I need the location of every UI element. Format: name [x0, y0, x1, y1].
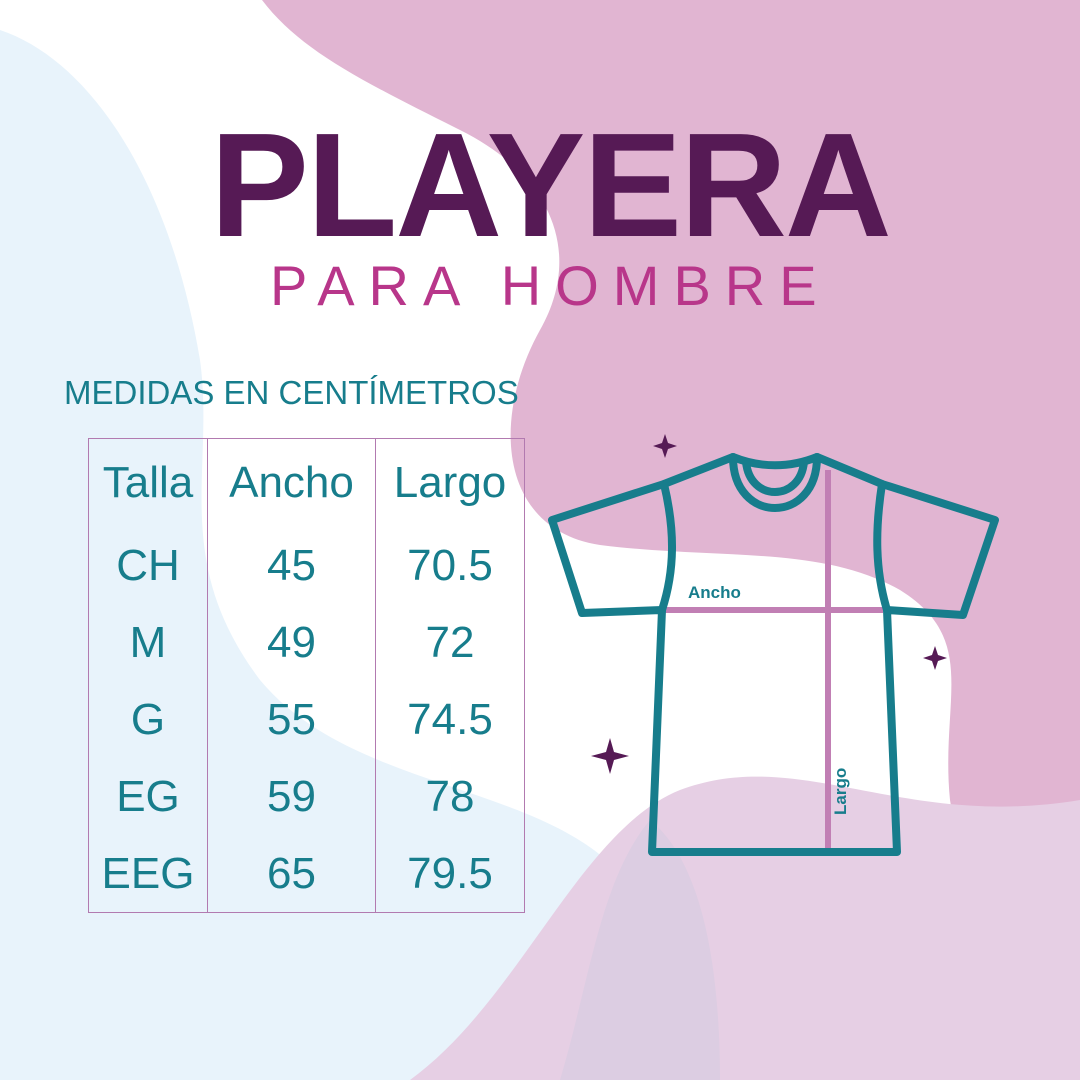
table-row: EEG 65 79.5 [88, 835, 525, 913]
length-label: Largo [831, 768, 850, 815]
cell-length: 70.5 [375, 527, 525, 604]
pink-blob [262, 0, 1080, 920]
cell-width: 65 [207, 835, 376, 913]
measures-label: MEDIDAS EN CENTÍMETROS [64, 374, 519, 411]
cell-size: CH [88, 527, 208, 604]
cell-width: 59 [207, 758, 376, 835]
tshirt-outline [548, 453, 999, 856]
cell-width: 55 [207, 681, 376, 758]
width-label: Ancho [688, 583, 741, 602]
table-row: CH 45 70.5 [88, 527, 525, 604]
cell-length: 74.5 [375, 681, 525, 758]
page-subtitle: PARA HOMBRE [270, 254, 831, 317]
table-header-row: Talla Ancho Largo [88, 438, 525, 527]
cell-width: 45 [207, 527, 376, 604]
cell-size: EG [88, 758, 208, 835]
cell-width: 49 [207, 604, 376, 681]
cell-length: 78 [375, 758, 525, 835]
cell-size: M [88, 604, 208, 681]
lavender-blob-overlap [560, 820, 720, 1080]
table-row: M 49 72 [88, 604, 525, 681]
header-talla: Talla [88, 438, 208, 527]
lavender-blob [410, 776, 1080, 1080]
size-table: Talla Ancho Largo CH 45 70.5 M 49 72 G 5… [88, 438, 525, 913]
table-row: G 55 74.5 [88, 681, 525, 758]
cell-length: 79.5 [375, 835, 525, 913]
header-ancho: Ancho [207, 438, 376, 527]
sparkle-icon [591, 434, 947, 774]
header-largo: Largo [375, 438, 525, 527]
table-row: EG 59 78 [88, 758, 525, 835]
cell-size: EEG [88, 835, 208, 913]
cell-length: 72 [375, 604, 525, 681]
page-title: PLAYERA [210, 103, 892, 268]
